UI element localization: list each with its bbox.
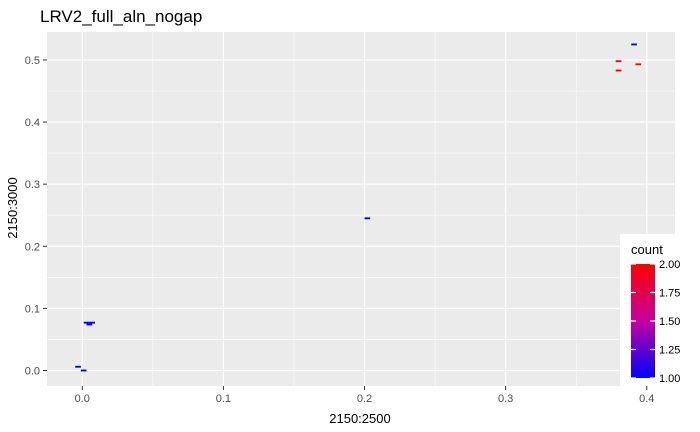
legend-title: count	[631, 242, 663, 257]
legend-ticks: 1.00 1.25 1.50 1.75 2.00	[631, 259, 680, 385]
data-bin	[80, 369, 87, 372]
y-axis-title: 2150:3000	[5, 177, 20, 238]
color-legend: count 1.00 1.25 1.50 1.75 2.00	[620, 234, 700, 386]
x-tick-label: 0.2	[357, 393, 372, 405]
y-tick-label: 0.4	[25, 117, 40, 129]
y-tick-label: 0.3	[25, 179, 40, 191]
legend-tick-label: 1.00	[659, 373, 680, 385]
plot-panel	[47, 32, 675, 386]
data-bin	[86, 323, 93, 326]
x-axis-title: 2150:2500	[329, 411, 390, 426]
legend-tick-label: 1.75	[659, 288, 680, 300]
legend-tick-label: 1.25	[659, 345, 680, 357]
y-tick-label: 0.1	[25, 303, 40, 315]
y-tick-label: 0.5	[25, 55, 40, 67]
x-tick-label: 0.3	[498, 393, 513, 405]
data-bin	[83, 321, 90, 324]
data-bin	[615, 60, 622, 63]
y-tick-label: 0.2	[25, 241, 40, 253]
y-tick-label: 0.0	[25, 365, 40, 377]
legend-tick-label: 2.00	[659, 259, 680, 271]
data-bin	[364, 217, 371, 220]
x-axis: 0.0 0.1 0.2 0.3 0.4	[75, 386, 654, 405]
legend-tick-label: 1.50	[659, 316, 680, 328]
data-bin	[631, 43, 637, 46]
x-tick-label: 0.4	[639, 393, 654, 405]
chart-title: LRV2_full_aln_nogap	[40, 7, 202, 26]
x-tick-label: 0.1	[216, 393, 231, 405]
x-tick-label: 0.0	[75, 393, 90, 405]
data-bins	[75, 43, 642, 372]
data-bin	[75, 365, 81, 368]
y-axis: 0.0 0.1 0.2 0.3 0.4 0.5	[25, 55, 47, 377]
data-bin	[89, 321, 95, 324]
data-bin	[635, 63, 642, 66]
data-bin	[615, 69, 622, 72]
